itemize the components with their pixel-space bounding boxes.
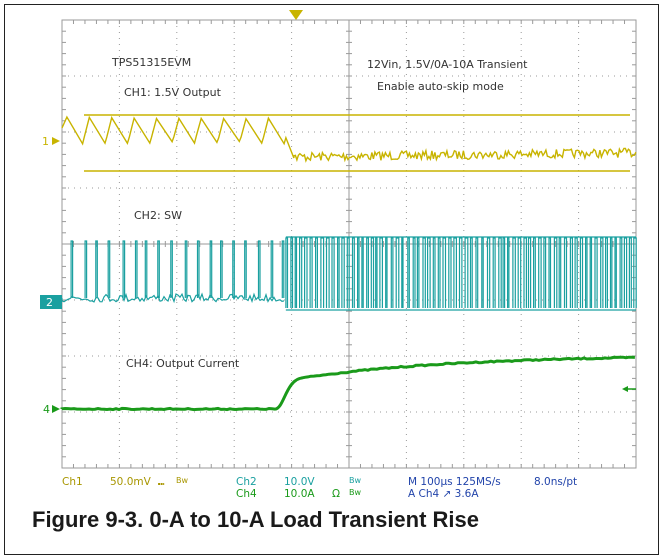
readout-ch4-termination: Ω — [332, 488, 340, 500]
readout-ch1-scale: 50.0mV — [110, 476, 152, 488]
figure-caption: Figure 9-3. 0-A to 10-A Load Transient R… — [32, 507, 480, 532]
ch2-ground-marker: 2 — [40, 295, 62, 309]
readout-ch1: Ch1 — [62, 476, 83, 488]
readout-ch2: Ch2 — [236, 476, 257, 488]
ch2-label: CH2: SW — [134, 209, 182, 222]
readout-ch1-coupling: ⑉ — [158, 476, 165, 488]
ch1-label: CH1: 1.5V Output — [124, 86, 222, 99]
device-label: TPS51315EVM — [111, 56, 191, 69]
readout-ch4-scale: 10.0A — [284, 488, 315, 500]
readout-resolution: 8.0ns/pt — [534, 476, 577, 488]
ch4-ground-marker: 4 — [43, 403, 60, 416]
ch1-output-voltage-trace — [61, 115, 637, 163]
readout-ch1-bw: Bw — [176, 476, 188, 485]
readout-ch4: Ch4 — [236, 488, 257, 500]
trigger-level-marker — [622, 386, 636, 392]
ch4-output-current-trace — [60, 355, 635, 412]
mode-label: Enable auto-skip mode — [377, 80, 504, 93]
readout-trigger: A Ch4 ↗ 3.6A — [408, 488, 479, 500]
svg-text:2: 2 — [46, 296, 53, 309]
svg-text:1: 1 — [42, 135, 49, 148]
ch4-label: CH4: Output Current — [126, 357, 240, 370]
ch1-ground-marker: 1 — [42, 135, 60, 148]
graticule — [61, 19, 637, 469]
readout-ch2-scale: 10.0V — [284, 476, 315, 488]
trigger-position-marker — [289, 10, 303, 20]
readout-timebase: M 100μs 125MS/s — [408, 476, 501, 488]
svg-text:4: 4 — [43, 403, 50, 416]
oscilloscope-screen: TPS51315EVM CH1: 1.5V Output 12Vin, 1.5V… — [40, 10, 637, 500]
conditions-label: 12Vin, 1.5V/0A-10A Transient — [367, 58, 528, 71]
readout-ch4-bw: Bw — [349, 488, 361, 497]
readout-ch2-bw: Bw — [349, 476, 361, 485]
ch2-switch-node-trace — [61, 236, 637, 311]
